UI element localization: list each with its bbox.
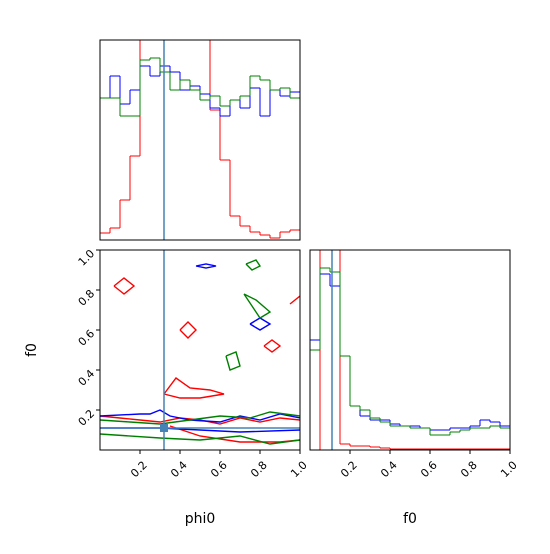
panel-plot [100, 250, 300, 450]
contour-line [100, 411, 300, 425]
y-axis-label: f0 [24, 343, 40, 357]
y-tick-label: 0.6 [76, 327, 98, 349]
x-tick-label: 0.6 [418, 459, 440, 481]
x-tick-label: 0.8 [458, 459, 480, 481]
contour-line [243, 293, 272, 319]
contour-line [263, 339, 282, 353]
y-tick-label: 0.2 [76, 407, 98, 429]
contour-line [245, 259, 262, 271]
contour-line [163, 377, 225, 399]
x-tick-label: 0.2 [128, 459, 150, 481]
contour-line [179, 321, 197, 339]
panel-plot [310, 250, 510, 450]
x-axis-label: phi0 [185, 511, 216, 527]
panel-plot [100, 40, 300, 240]
contour-line [100, 433, 300, 445]
panel-frame [99, 249, 301, 451]
y-tick-label: 1.0 [76, 247, 98, 269]
x-tick-label: 0.8 [248, 459, 270, 481]
x-tick-label: 0.4 [378, 459, 400, 481]
x-tick-label: 0.6 [208, 459, 230, 481]
contour-line [289, 295, 300, 305]
x-axis-label: f0 [403, 511, 417, 527]
y-tick-label: 0.8 [76, 287, 98, 309]
panel-frame [309, 249, 511, 451]
x-tick-label: 1.0 [498, 459, 520, 481]
panel-frame [99, 39, 301, 241]
x-tick-label: 0.2 [338, 459, 360, 481]
contour-line [225, 351, 241, 371]
x-tick-label: 1.0 [288, 459, 310, 481]
truth-marker [160, 424, 168, 432]
contour-line [249, 317, 272, 331]
contour-line [195, 263, 217, 269]
x-tick-label: 0.4 [168, 459, 190, 481]
y-tick-label: 0.4 [76, 367, 98, 389]
contour-line [113, 277, 136, 295]
